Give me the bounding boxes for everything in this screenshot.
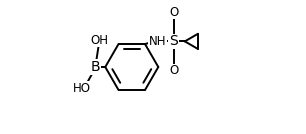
Text: S: S <box>169 34 178 48</box>
Text: O: O <box>169 64 178 77</box>
Text: HO: HO <box>73 82 91 95</box>
Text: NH: NH <box>149 35 166 48</box>
Text: B: B <box>91 60 101 74</box>
Text: O: O <box>169 6 178 19</box>
Text: OH: OH <box>90 34 108 47</box>
